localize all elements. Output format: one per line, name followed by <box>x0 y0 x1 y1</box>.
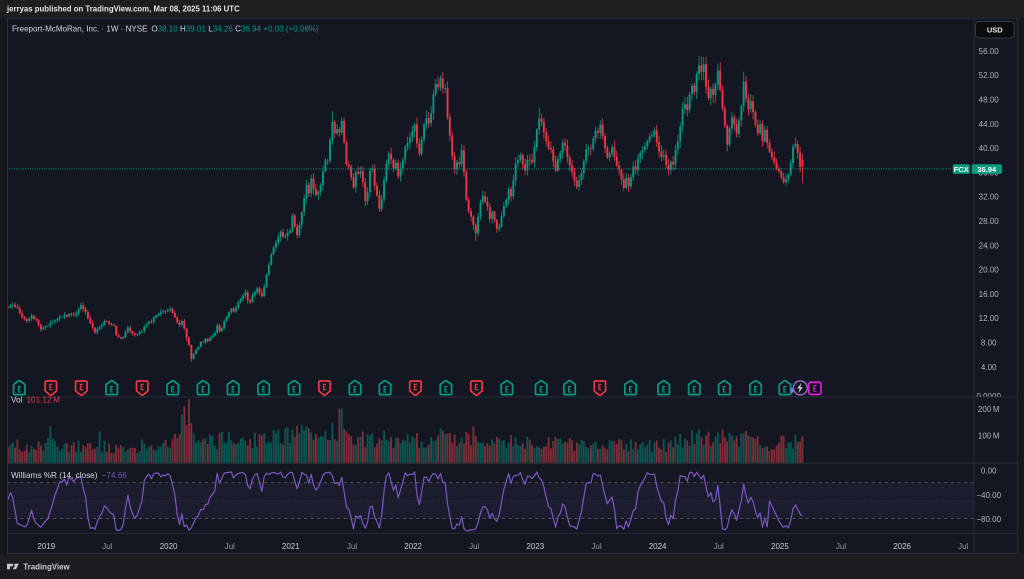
svg-text:Jul: Jul <box>836 542 846 551</box>
svg-text:2022: 2022 <box>404 542 422 551</box>
svg-text:Williams %R (14, close) −74.66: Williams %R (14, close) −74.66 <box>11 471 127 480</box>
svg-text:Jul: Jul <box>469 542 479 551</box>
svg-text:16.00: 16.00 <box>979 290 1000 299</box>
svg-text:20.00: 20.00 <box>979 266 1000 275</box>
svg-text:0.0000: 0.0000 <box>976 392 1001 401</box>
svg-text:Jul: Jul <box>102 542 112 551</box>
svg-text:2020: 2020 <box>160 542 178 551</box>
svg-text:Freeport-McMoRan, Inc. · 1W ·: Freeport-McMoRan, Inc. · 1W · NYSE O38.1… <box>12 24 319 33</box>
svg-text:−40.00: −40.00 <box>976 491 1001 500</box>
svg-text:0.00: 0.00 <box>981 467 997 476</box>
svg-text:2025: 2025 <box>771 542 789 551</box>
svg-text:40.00: 40.00 <box>979 144 1000 153</box>
svg-text:36.94: 36.94 <box>977 165 997 174</box>
svg-text:USD: USD <box>987 26 1003 35</box>
svg-text:100 M: 100 M <box>978 432 1000 441</box>
svg-text:Vol 101.12 M: Vol 101.12 M <box>11 396 60 405</box>
svg-text:FCX: FCX <box>954 165 969 174</box>
svg-text:Jul: Jul <box>225 542 235 551</box>
svg-text:Jul: Jul <box>958 542 968 551</box>
svg-text:2026: 2026 <box>893 542 911 551</box>
svg-text:200 M: 200 M <box>978 405 1000 414</box>
svg-text:8.00: 8.00 <box>981 339 997 348</box>
svg-text:12.00: 12.00 <box>979 314 1000 323</box>
svg-text:2024: 2024 <box>649 542 667 551</box>
svg-text:2019: 2019 <box>37 542 55 551</box>
svg-text:2021: 2021 <box>282 542 300 551</box>
svg-text:32.00: 32.00 <box>979 193 1000 202</box>
svg-text:56.00: 56.00 <box>979 47 1000 56</box>
svg-text:44.00: 44.00 <box>979 120 1000 129</box>
svg-text:Jul: Jul <box>714 542 724 551</box>
svg-text:Jul: Jul <box>591 542 601 551</box>
svg-text:28.00: 28.00 <box>979 217 1000 226</box>
svg-text:Jul: Jul <box>347 542 357 551</box>
svg-text:24.00: 24.00 <box>979 241 1000 250</box>
svg-text:TradingView: TradingView <box>23 563 70 572</box>
svg-text:52.00: 52.00 <box>979 71 1000 80</box>
svg-text:2023: 2023 <box>526 542 544 551</box>
svg-text:48.00: 48.00 <box>979 96 1000 105</box>
svg-text:−80.00: −80.00 <box>976 515 1001 524</box>
svg-text:jerryas published on TradingVi: jerryas published on TradingView.com, Ma… <box>6 5 240 14</box>
svg-text:4.00: 4.00 <box>981 363 997 372</box>
